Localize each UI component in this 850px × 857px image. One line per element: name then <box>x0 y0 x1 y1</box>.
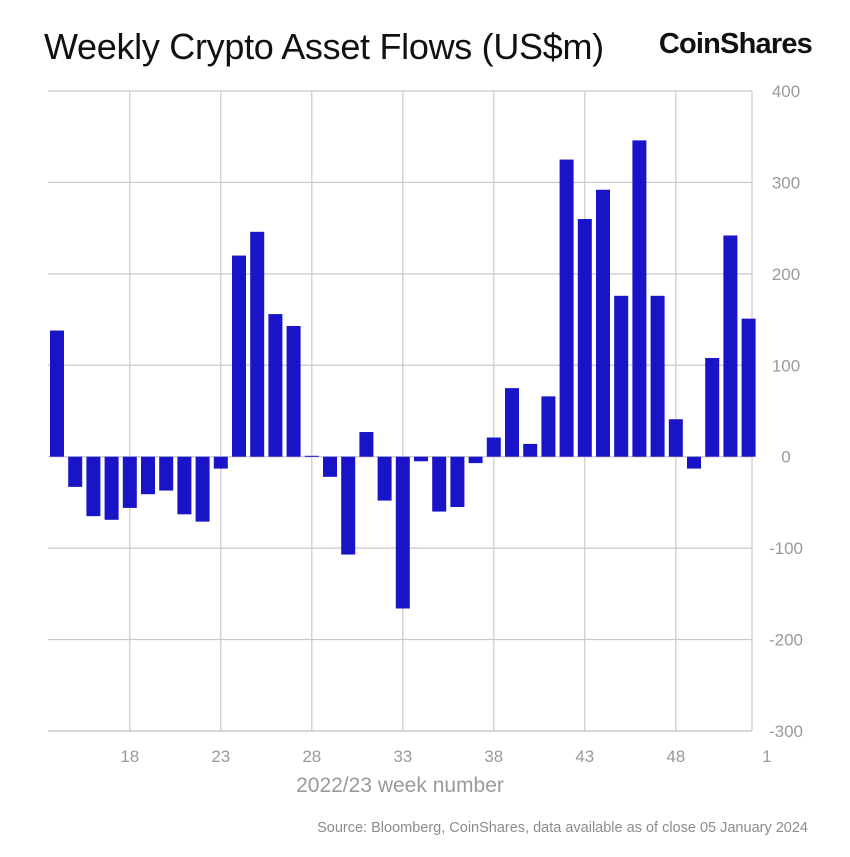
bar <box>195 456 210 522</box>
bar <box>250 231 265 457</box>
bar <box>323 456 337 477</box>
bar <box>86 456 101 517</box>
bar <box>432 456 447 512</box>
chart-title: Weekly Crypto Asset Flows (US$m) <box>44 26 604 67</box>
bar <box>505 388 519 457</box>
bar <box>705 357 720 457</box>
bar <box>450 456 465 507</box>
bar <box>668 419 683 457</box>
bar <box>50 330 64 457</box>
bar <box>122 456 137 508</box>
x-tick-label: 1 <box>762 747 771 766</box>
x-tick-label: 23 <box>211 747 230 766</box>
bar <box>177 456 192 515</box>
bar <box>159 456 174 491</box>
y-tick-label: -300 <box>769 722 803 741</box>
bar <box>541 396 556 457</box>
x-tick-label: 28 <box>302 747 321 766</box>
bar <box>104 456 119 520</box>
bar-layer <box>50 140 756 609</box>
bar <box>559 159 574 457</box>
y-tick-label: 200 <box>772 265 800 284</box>
bar <box>596 189 610 457</box>
y-tick-label: 100 <box>772 356 800 375</box>
bar <box>687 456 701 469</box>
y-tick-label: -100 <box>769 539 803 558</box>
bar <box>414 456 428 462</box>
x-tick-label: 18 <box>120 747 139 766</box>
y-tick-label: -200 <box>769 631 803 650</box>
bar <box>614 295 629 457</box>
bar <box>232 255 246 457</box>
x-tick-label: 33 <box>393 747 412 766</box>
y-tick-label: 0 <box>781 448 790 467</box>
bar <box>68 456 83 487</box>
brand-logo: CoinShares <box>658 28 813 60</box>
x-tick-label: 38 <box>484 747 503 766</box>
x-axis-ticks: 18 23 28 33 38 43 48 1 <box>120 747 771 766</box>
bar <box>468 456 483 464</box>
bar <box>286 325 301 457</box>
y-tick-label: 300 <box>772 173 800 192</box>
bar <box>523 443 538 457</box>
y-axis-ticks: 400 300 200 100 0 -100 -200 -300 <box>769 82 803 741</box>
x-axis-title: 2022/23 week number <box>296 774 504 797</box>
y-tick-label: 400 <box>772 82 800 101</box>
bar <box>341 456 356 555</box>
x-tick-label: 48 <box>666 747 685 766</box>
bar <box>377 456 392 501</box>
x-tick-label: 43 <box>575 747 594 766</box>
bar <box>741 318 756 457</box>
bar <box>213 456 228 469</box>
bar <box>632 140 647 457</box>
source-note: Source: Bloomberg, CoinShares, data avai… <box>317 820 808 836</box>
bar <box>268 314 283 457</box>
bar <box>359 432 374 457</box>
bar <box>304 455 319 457</box>
bar <box>395 456 410 609</box>
bar <box>486 437 501 457</box>
bar <box>141 456 155 495</box>
bar <box>723 235 738 457</box>
bar <box>650 295 665 457</box>
bar <box>577 219 592 457</box>
